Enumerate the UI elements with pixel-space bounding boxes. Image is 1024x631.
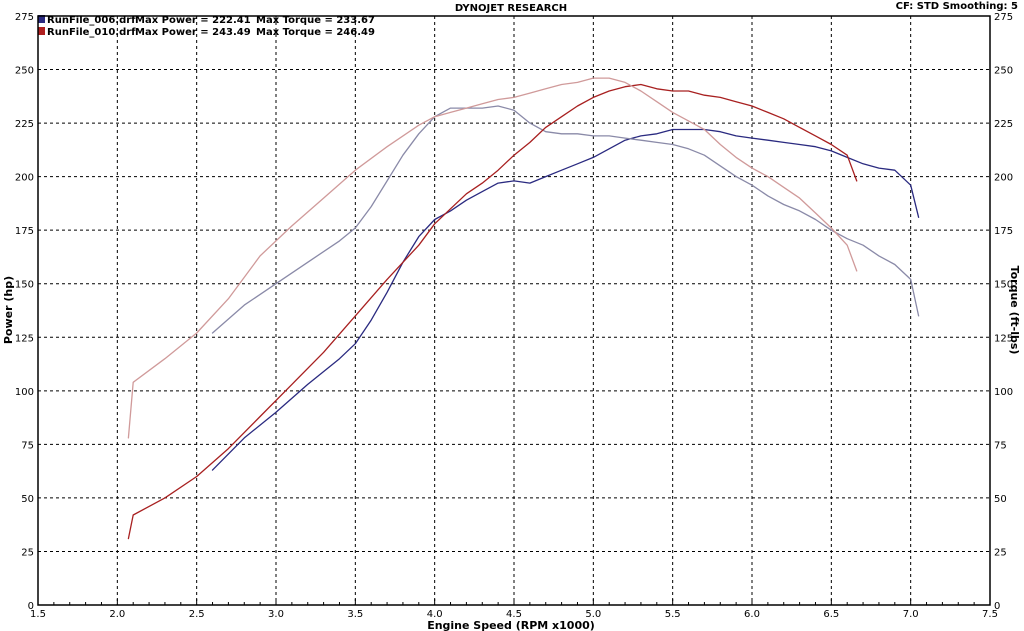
x-tick-label: 2.5 xyxy=(189,609,205,620)
x-tick-label: 5.5 xyxy=(665,609,681,620)
y2-tick-label: 75 xyxy=(994,440,1007,451)
y2-tick-label: 150 xyxy=(994,280,1013,291)
y2-tick-label: 0 xyxy=(994,601,1000,612)
y-axis-label: Power (hp) xyxy=(2,276,15,344)
x-tick-label: 6.5 xyxy=(823,609,839,620)
settings-label: CF: STD Smoothing: 5 xyxy=(896,1,1018,12)
x-axis-label: Engine Speed (RPM x1000) xyxy=(427,619,595,631)
series-line-0 xyxy=(211,128,920,471)
legend-torque-run006: Max Torque = 233.67 xyxy=(256,15,375,26)
y-tick-label: 25 xyxy=(21,547,34,558)
y2-tick-label: 100 xyxy=(994,387,1013,398)
x-tick-label: 1.5 xyxy=(30,609,46,620)
legend-power-run010: Max Power = 243.49 xyxy=(135,27,251,38)
series-line-2 xyxy=(127,83,858,540)
y-tick-label: 175 xyxy=(15,226,34,237)
legend-file-run006: RunFile_006.drf xyxy=(47,15,136,26)
y2-tick-label: 125 xyxy=(994,333,1013,344)
ticks: 1.5 2.0 2.5 3.0 3.5 4.0 4.5 5.0 5.5 6.0 6.5 7.0 7.50… xyxy=(15,12,1013,620)
y2-tick-label: 50 xyxy=(994,494,1007,505)
y2-tick-label: 225 xyxy=(994,119,1013,130)
x-tick-label: 3.5 xyxy=(347,609,363,620)
x-tick-label: 3.0 xyxy=(268,609,284,620)
legend: RunFile_006.drf Max Power = 222.41 Max T… xyxy=(38,15,375,38)
y-tick-label: 200 xyxy=(15,173,34,184)
y-tick-label: 225 xyxy=(15,119,34,130)
x-tick-label: 4.0 xyxy=(427,609,443,620)
plot-frame xyxy=(37,15,991,606)
x-tick-label: 5.0 xyxy=(585,609,601,620)
y-tick-label: 75 xyxy=(21,440,34,451)
y-tick-label: 0 xyxy=(28,601,34,612)
x-tick-label: 4.5 xyxy=(506,609,522,620)
legend-swatch-run006 xyxy=(38,15,45,23)
series-line-3 xyxy=(127,77,858,439)
y-tick-label: 150 xyxy=(15,280,34,291)
y-tick-label: 275 xyxy=(15,12,34,23)
y-tick-label: 250 xyxy=(15,66,34,77)
legend-swatch-run010 xyxy=(38,27,45,35)
series xyxy=(127,77,920,540)
y-tick-label: 100 xyxy=(15,387,34,398)
x-tick-label: 2.0 xyxy=(109,609,125,620)
y2-axis-label: Torque (ft-lbs) xyxy=(1008,266,1021,355)
y2-tick-label: 250 xyxy=(994,66,1013,77)
y2-tick-label: 200 xyxy=(994,173,1013,184)
y2-tick-label: 25 xyxy=(994,547,1007,558)
y2-tick-label: 275 xyxy=(994,12,1013,23)
legend-file-run010: RunFile_010.drf xyxy=(47,27,136,38)
legend-power-run006: Max Power = 222.41 xyxy=(135,15,251,26)
y-tick-label: 125 xyxy=(15,333,34,344)
grid xyxy=(38,16,990,605)
chart-title: DYNOJET RESEARCH xyxy=(455,3,567,14)
y-tick-label: 50 xyxy=(21,494,34,505)
series-line-1 xyxy=(211,105,920,334)
x-tick-label: 7.5 xyxy=(982,609,998,620)
x-tick-label: 7.0 xyxy=(903,609,919,620)
legend-torque-run010: Max Torque = 246.49 xyxy=(256,27,375,38)
y2-tick-label: 175 xyxy=(994,226,1013,237)
x-tick-label: 6.0 xyxy=(744,609,760,620)
